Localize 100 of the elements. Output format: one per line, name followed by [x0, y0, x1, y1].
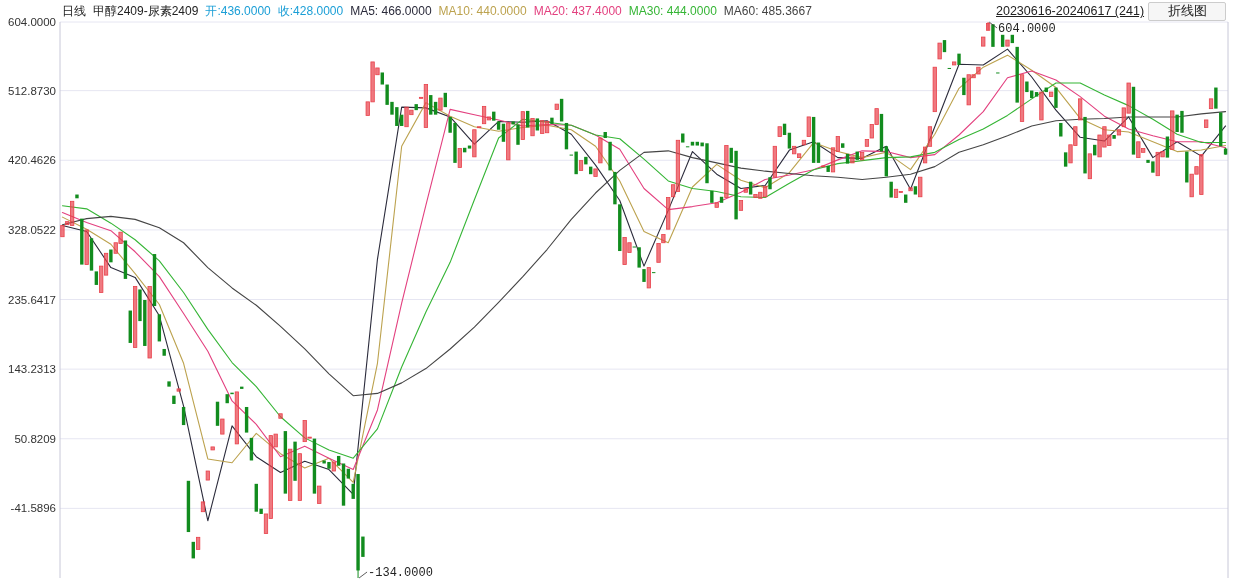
candlestick	[1015, 46, 1019, 103]
candlestick	[550, 117, 554, 124]
y-tick-label: -41.5896	[10, 502, 56, 515]
candlestick	[1087, 153, 1092, 180]
text: MA60: 485.3667	[723, 4, 812, 18]
candlestick	[913, 186, 918, 195]
candlestick	[554, 103, 559, 110]
y-tick-label: 143.2313	[8, 363, 56, 376]
candlestick	[772, 145, 777, 178]
candlestick	[457, 148, 462, 168]
candlestick	[123, 240, 128, 279]
candlestick	[1039, 91, 1044, 121]
text: 开:436.0000	[205, 4, 271, 18]
candlestick	[297, 453, 302, 501]
candlestick	[656, 243, 661, 263]
candlestick	[75, 194, 79, 199]
candlestick	[1204, 119, 1209, 128]
candlestick	[167, 381, 171, 387]
candlestick	[414, 104, 418, 111]
candlestick	[234, 391, 239, 445]
annotation: 604.0000	[998, 22, 1056, 37]
candlestick	[423, 84, 428, 128]
text: 20230616-20240617 (241)	[996, 4, 1145, 18]
candlestick	[1034, 92, 1039, 97]
candlestick	[176, 388, 181, 392]
candlestick	[893, 188, 899, 198]
y-tick-label: 50.8209	[14, 432, 56, 445]
candlestick	[89, 238, 94, 271]
candlestick	[80, 218, 84, 265]
candlestick	[637, 247, 641, 268]
candlestick	[777, 126, 782, 137]
candlestick	[1208, 98, 1214, 110]
candlestick	[714, 202, 719, 208]
candlestick	[544, 121, 550, 134]
candlestick	[889, 181, 893, 198]
candlestick	[719, 196, 724, 203]
annotation: -134.0000	[368, 566, 433, 581]
candlestick	[584, 156, 588, 165]
candlestick	[172, 395, 176, 404]
candlestick	[496, 121, 501, 130]
candlestick	[952, 61, 957, 66]
candlestick	[608, 141, 612, 171]
candlestick	[84, 229, 89, 265]
candlestick	[1185, 151, 1189, 183]
candlestick	[1116, 129, 1122, 136]
candlestick	[429, 95, 433, 115]
candlestick	[646, 267, 651, 289]
text: 折线图	[1148, 2, 1226, 21]
candlestick	[520, 111, 525, 140]
candlestick	[578, 160, 584, 171]
candlestick	[1112, 135, 1116, 139]
candlestick	[511, 121, 515, 125]
candlestick	[661, 234, 666, 244]
y-tick-label: 235.6417	[8, 293, 56, 306]
candlestick	[1083, 116, 1087, 174]
candlestick	[821, 165, 826, 168]
candlestick	[477, 126, 482, 129]
candlestick	[792, 145, 797, 155]
candlestick	[1063, 152, 1068, 167]
candlestick	[94, 271, 99, 285]
candlestick	[1049, 91, 1054, 97]
candlestick	[433, 101, 438, 115]
candlestick	[841, 143, 845, 148]
text: MA10: 440.0000	[438, 4, 527, 18]
candlestick	[845, 153, 850, 164]
candlestick	[205, 470, 210, 481]
candlestick	[724, 145, 729, 198]
candlestick	[1214, 87, 1218, 109]
candlestick	[380, 72, 384, 85]
candlestick	[516, 124, 520, 145]
candlestick	[210, 446, 215, 451]
candlestick	[196, 536, 201, 550]
candlestick	[346, 468, 351, 479]
candlestick	[60, 225, 65, 238]
candlestick	[1170, 110, 1175, 150]
text: MA5: 466.0000	[350, 4, 432, 18]
candlestick	[743, 188, 748, 193]
candlestick	[908, 187, 913, 192]
candlestick	[603, 132, 607, 139]
text: MA20: 437.4000	[533, 4, 622, 18]
candlestick	[748, 181, 753, 195]
candlestick	[666, 197, 671, 230]
candlestick	[932, 66, 937, 113]
candlestick	[826, 165, 830, 172]
y-tick-label: 604.0000	[8, 16, 56, 29]
candlestick	[133, 286, 138, 348]
candlestick	[331, 461, 336, 472]
candlestick	[109, 249, 113, 263]
candlestick	[593, 168, 598, 177]
chart-subtitle: 日线	[62, 4, 86, 18]
candlestick	[1005, 39, 1010, 47]
candlestick	[506, 122, 511, 161]
candlestick	[472, 129, 477, 158]
candlestick	[244, 406, 249, 433]
candlestick	[806, 116, 811, 137]
candlestick	[738, 200, 744, 211]
candlestick	[642, 269, 646, 282]
candlestick	[801, 139, 807, 146]
candlestick	[200, 501, 206, 513]
y-tick-label: 512.8730	[8, 84, 56, 97]
